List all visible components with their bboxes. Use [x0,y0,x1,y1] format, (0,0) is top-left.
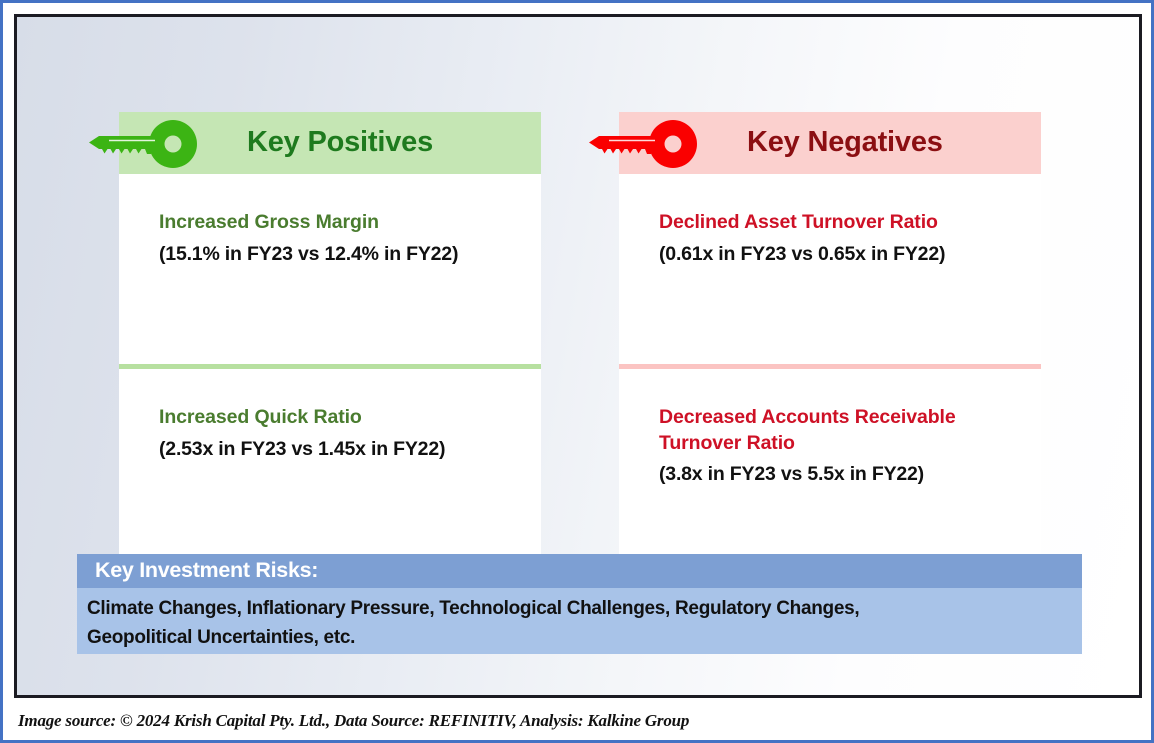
metric-card: Increased Quick Ratio (2.53x in FY23 vs … [119,369,541,554]
metric-card: Decreased Accounts Receivable Turnover R… [619,369,1041,554]
metric-title: Increased Quick Ratio [159,406,362,428]
panel-key-negatives: Key Negatives Declined Asset Turnover Ra… [589,112,1041,554]
metric-card: Increased Gross Margin (15.1% in FY23 vs… [119,174,541,364]
metric-value: (3.8x in FY23 vs 5.5x in FY22) [659,463,924,486]
footer-source-text: Image source: © 2024 Krish Capital Pty. … [18,711,690,730]
metric-title: Decreased Accounts Receivable Turnover R… [659,406,956,454]
key-icon [589,120,697,168]
panel-title-negatives: Key Negatives [747,125,943,158]
panel-header-positives: Key Positives [89,112,541,174]
metric-value: (0.61x in FY23 vs 0.65x in FY22) [659,242,946,265]
risks-title: Key Investment Risks: [95,558,319,582]
risks-line-1: Climate Changes, Inflationary Pressure, … [87,598,860,619]
risks-banner-header: Key Investment Risks: [77,554,1082,588]
panel-body-negatives: Declined Asset Turnover Ratio (0.61x in … [619,174,1041,554]
metric-value: (15.1% in FY23 vs 12.4% in FY22) [159,242,459,265]
metric-card: Declined Asset Turnover Ratio (0.61x in … [619,174,1041,364]
risks-line-2: Geopolitical Uncertainties, etc. [87,627,356,649]
slide-canvas: Key Positives Increased Gross Margin (15… [14,14,1142,698]
panel-header-negatives: Key Negatives [589,112,1041,174]
metric-title: Increased Gross Margin [159,211,379,233]
metric-value: (2.53x in FY23 vs 1.45x in FY22) [159,437,446,460]
card-divider [619,364,1041,369]
risks-banner-body: Climate Changes, Inflationary Pressure, … [77,588,1082,654]
card-divider [119,364,541,369]
key-icon [89,120,197,168]
metric-title: Declined Asset Turnover Ratio [659,211,938,233]
footer: Image source: © 2024 Krish Capital Pty. … [14,705,1142,737]
panel-title-positives: Key Positives [247,125,433,158]
panel-key-positives: Key Positives Increased Gross Margin (15… [89,112,541,554]
key-investment-risks-banner: Key Investment Risks: Climate Changes, I… [77,554,1082,654]
panel-body-positives: Increased Gross Margin (15.1% in FY23 vs… [119,174,541,554]
